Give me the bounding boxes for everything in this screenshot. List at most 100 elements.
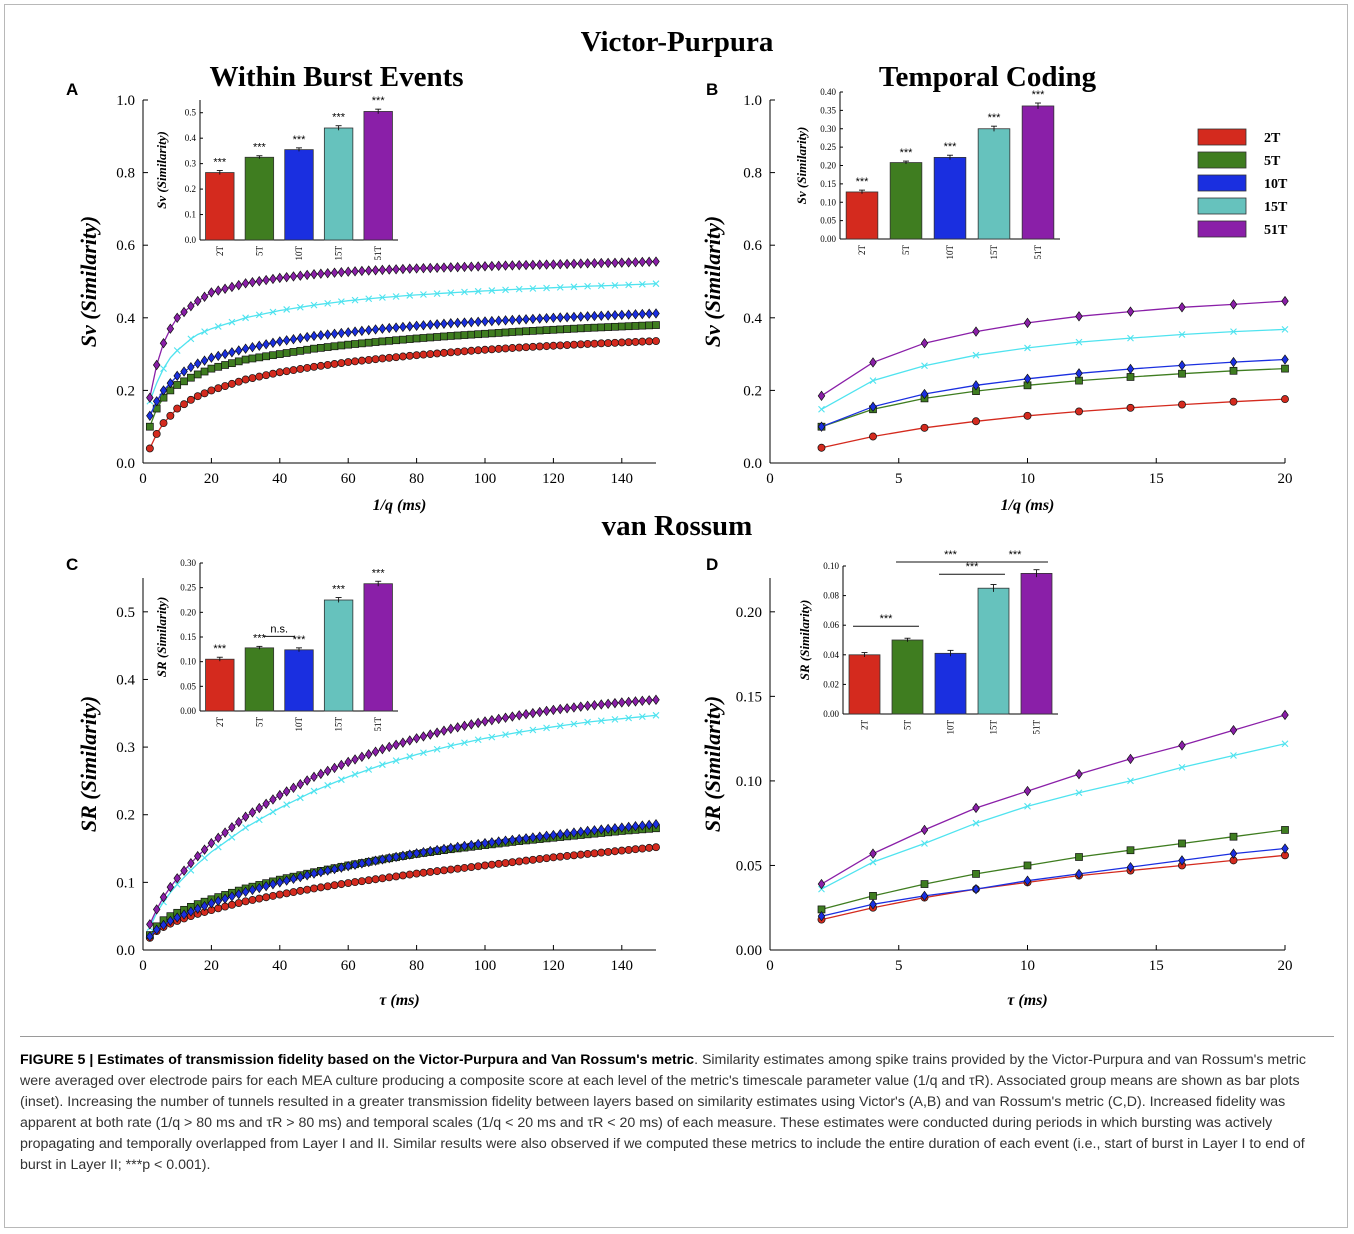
data-point xyxy=(248,807,257,818)
data-point xyxy=(543,284,550,292)
data-point xyxy=(337,298,345,305)
data-point xyxy=(481,345,489,354)
data-point xyxy=(817,910,826,922)
data-point xyxy=(269,369,277,378)
data-point xyxy=(296,270,305,281)
data-point xyxy=(869,899,877,910)
y-tick-label: 0.15 xyxy=(736,689,762,705)
y-tick-label: 1.0 xyxy=(116,93,135,109)
inset-y-tick-label: 0.06 xyxy=(823,620,839,630)
data-point xyxy=(563,852,572,860)
data-point xyxy=(365,295,373,303)
series-line xyxy=(149,699,657,925)
data-point xyxy=(529,832,537,843)
data-point xyxy=(488,315,496,327)
y-axis-label: SR (Similarity) xyxy=(700,696,725,832)
data-point xyxy=(549,853,558,862)
data-point xyxy=(1126,363,1135,375)
data-point xyxy=(310,362,318,371)
inset-y-tick-label: 0.30 xyxy=(180,558,196,568)
inset-y-tick-label: 0.35 xyxy=(820,105,836,115)
data-point xyxy=(146,919,154,930)
data-point xyxy=(556,312,564,323)
data-point xyxy=(426,729,435,740)
data-point xyxy=(282,367,291,376)
data-point xyxy=(426,319,435,330)
data-point xyxy=(652,694,660,705)
data-point xyxy=(152,924,161,935)
data-point xyxy=(1126,373,1135,381)
inset-x-tick-label: 15T xyxy=(989,245,999,260)
data-point xyxy=(241,897,250,906)
panel-d: D 0 5 10 15 20 0.00 0.05 0.10 0.15 0.20 τ (ms) SR (S… xyxy=(700,549,1293,1009)
data-point xyxy=(529,726,537,734)
data-point xyxy=(1178,855,1186,866)
caption-label: FIGURE 5 | Estimates of transmission fid… xyxy=(20,1052,695,1068)
data-point xyxy=(323,360,332,369)
data-point xyxy=(228,833,236,841)
data-point xyxy=(159,419,168,428)
data-point xyxy=(310,344,318,353)
data-point xyxy=(467,316,476,328)
legend-label: 5T xyxy=(1264,154,1281,169)
x-tick-label: 120 xyxy=(542,471,565,487)
data-point xyxy=(1024,344,1031,352)
legend-item: 5T xyxy=(1197,151,1281,169)
data-point xyxy=(583,825,592,837)
data-point xyxy=(515,327,524,336)
inset-y-tick-label: 0.08 xyxy=(823,591,839,601)
data-point xyxy=(201,854,208,862)
series-51T xyxy=(146,256,660,403)
data-point xyxy=(364,856,373,868)
data-point xyxy=(214,832,222,844)
data-point xyxy=(652,321,660,329)
data-point xyxy=(275,368,284,377)
inset-significance: *** xyxy=(332,584,346,596)
y-tick-label: 0.00 xyxy=(736,943,762,959)
data-point xyxy=(406,321,414,332)
data-point xyxy=(227,379,236,388)
y-tick-label: 0.0 xyxy=(116,943,135,959)
data-point xyxy=(645,256,653,267)
inset-significance: *** xyxy=(293,634,307,646)
inset-bar-chart: 0.00 0.05 0.10 0.15 0.20 0.25 0.30 SR (Similari… xyxy=(154,558,398,732)
data-point xyxy=(528,342,537,351)
data-point xyxy=(282,875,291,886)
data-point xyxy=(173,873,181,884)
data-point xyxy=(330,881,339,890)
x-tick-label: 120 xyxy=(542,958,565,974)
data-point xyxy=(228,281,236,293)
data-point xyxy=(611,697,619,709)
data-point xyxy=(426,350,435,358)
data-point xyxy=(221,827,229,838)
data-point xyxy=(549,312,558,324)
data-point xyxy=(385,852,393,864)
data-point xyxy=(420,291,427,298)
data-point xyxy=(255,882,264,894)
data-point xyxy=(330,863,339,875)
series-line xyxy=(821,300,1286,397)
data-point xyxy=(337,327,346,339)
inset-y-tick-label: 0.5 xyxy=(185,108,197,118)
data-point xyxy=(570,720,578,728)
data-point xyxy=(357,356,366,365)
data-point xyxy=(577,311,585,322)
data-point xyxy=(262,880,270,892)
data-point xyxy=(474,838,482,850)
data-point xyxy=(556,722,564,730)
y-tick-label: 0.10 xyxy=(736,774,762,790)
data-point xyxy=(583,700,592,712)
inset-x-tick-label: 15T xyxy=(989,720,999,735)
data-point xyxy=(467,719,476,730)
data-point xyxy=(570,827,578,838)
series-5T xyxy=(817,364,1289,431)
data-point xyxy=(146,931,154,942)
data-point xyxy=(1126,753,1135,765)
data-point xyxy=(303,345,312,354)
x-tick-label: 5 xyxy=(895,958,903,974)
series-line xyxy=(149,283,657,402)
data-point xyxy=(358,751,366,763)
panel-c: C 0 20 40 60 80 100 120 140 0.0 0.1 0.2 0.3 0.4 0.5 τ (… xyxy=(66,555,660,1009)
data-point xyxy=(152,359,161,371)
data-point xyxy=(419,320,428,331)
